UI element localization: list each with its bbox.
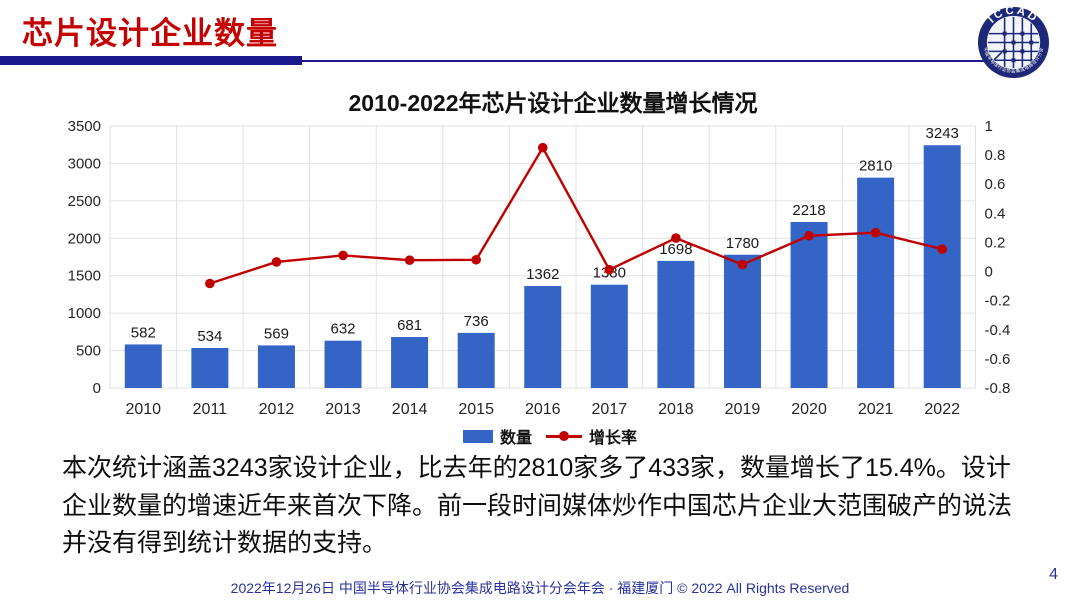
svg-text:0.4: 0.4 — [985, 205, 1006, 222]
svg-text:0.2: 0.2 — [985, 234, 1006, 251]
svg-text:3243: 3243 — [926, 125, 959, 142]
svg-text:1362: 1362 — [526, 266, 559, 283]
svg-text:534: 534 — [197, 328, 222, 345]
svg-text:500: 500 — [76, 343, 101, 360]
svg-text:632: 632 — [331, 321, 356, 338]
svg-text:-0.2: -0.2 — [985, 293, 1011, 310]
svg-text:569: 569 — [264, 325, 289, 342]
svg-text:2017: 2017 — [592, 401, 628, 418]
page-title: 芯片设计企业数量 — [22, 16, 278, 51]
summary-paragraph: 本次统计涵盖3243家设计企业，比去年的2810家多了433家，数量增长了15.… — [62, 454, 1013, 557]
svg-text:2022: 2022 — [924, 401, 960, 418]
svg-text:2015: 2015 — [458, 401, 494, 418]
svg-text:1698: 1698 — [659, 241, 692, 258]
page-number: 4 — [1049, 566, 1058, 583]
chart-title: 2010-2022年芯片设计企业数量增长情况 — [348, 90, 758, 116]
svg-text:1500: 1500 — [68, 268, 101, 285]
svg-text:-0.8: -0.8 — [985, 380, 1011, 397]
chart-legend: 数量 增长率 — [10, 424, 1080, 448]
title-underline-bar — [0, 56, 302, 65]
legend-item-bar: 数量 — [462, 424, 532, 448]
legend-line-label: 增长率 — [589, 430, 638, 447]
svg-text:2218: 2218 — [792, 202, 825, 219]
svg-text:2014: 2014 — [392, 401, 428, 418]
svg-text:3000: 3000 — [68, 155, 101, 172]
svg-text:2011: 2011 — [193, 401, 228, 418]
svg-text:2016: 2016 — [525, 401, 561, 418]
svg-text:3500: 3500 — [68, 118, 101, 135]
svg-text:0.6: 0.6 — [985, 176, 1006, 193]
svg-text:2500: 2500 — [68, 193, 101, 210]
svg-text:681: 681 — [397, 317, 422, 334]
svg-text:2019: 2019 — [725, 401, 761, 418]
svg-text:-0.4: -0.4 — [985, 322, 1011, 339]
chart-svg: 0 500 1000 1500 2000 2500 3000 3500 1 0.8 0.6 0.4 0.… — [68, 118, 1011, 418]
svg-text:2020: 2020 — [791, 401, 827, 418]
svg-text:0.8: 0.8 — [985, 147, 1006, 164]
bar-series-swatch — [462, 429, 493, 443]
svg-text:582: 582 — [131, 324, 156, 341]
footer-copyright: 2022年12月26日 中国半导体行业协会集成电路设计分会年会 · 福建厦门 ©… — [230, 580, 850, 596]
line-series-swatch — [546, 431, 582, 441]
svg-text:2010: 2010 — [125, 401, 161, 418]
svg-text:1000: 1000 — [68, 305, 101, 322]
svg-text:1: 1 — [985, 118, 993, 135]
logo-circuit-nodes — [1002, 31, 1034, 63]
svg-text:1780: 1780 — [726, 235, 759, 252]
svg-text:2021: 2021 — [858, 401, 894, 418]
svg-text:2000: 2000 — [68, 230, 101, 247]
svg-text:0: 0 — [93, 380, 101, 397]
legend-item-line: 增长率 — [546, 424, 637, 448]
iccad-logo: ICCAD 中国半导体行业协会集成电路设计分会 — [977, 5, 1050, 79]
title-underline-line — [302, 60, 985, 62]
svg-text:0: 0 — [985, 264, 993, 281]
svg-text:2013: 2013 — [325, 401, 361, 418]
svg-text:2018: 2018 — [658, 401, 694, 418]
legend-bar-label: 数量 — [499, 430, 532, 447]
svg-text:-0.6: -0.6 — [985, 351, 1011, 368]
svg-text:2012: 2012 — [259, 401, 295, 418]
svg-text:736: 736 — [464, 313, 489, 330]
svg-text:2810: 2810 — [859, 158, 892, 175]
